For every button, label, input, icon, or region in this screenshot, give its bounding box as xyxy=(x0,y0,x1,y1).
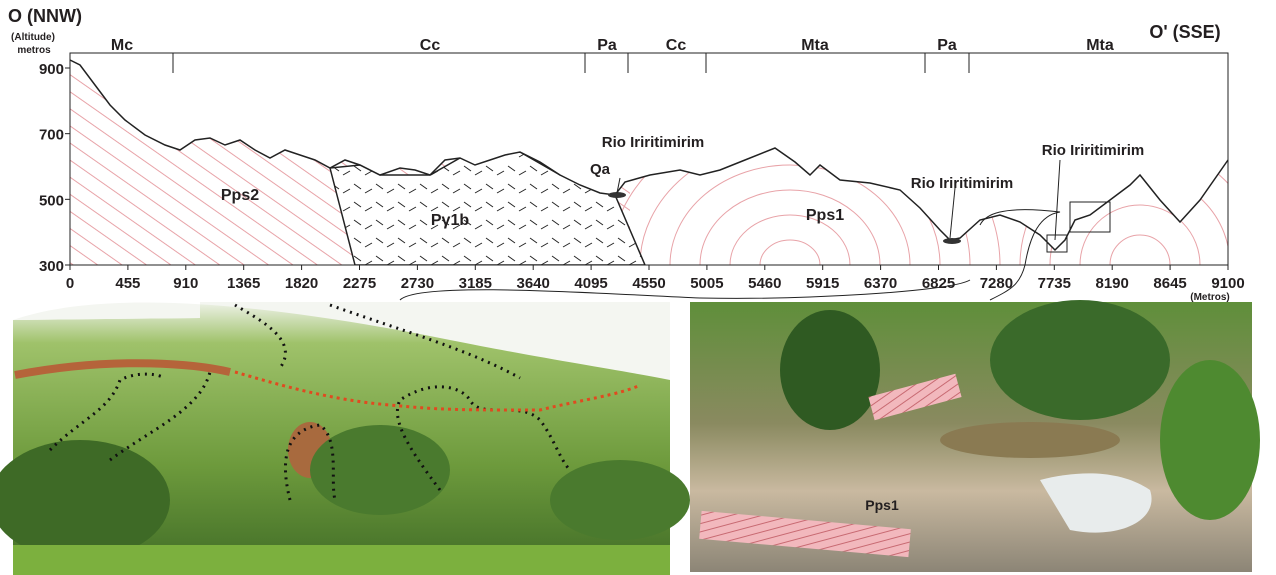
y-label: metros xyxy=(17,45,51,56)
x-tick-label: 0 xyxy=(66,275,74,292)
river-label: Rio Iriritimirim xyxy=(911,175,1014,192)
left-photo xyxy=(0,302,690,575)
river-fills xyxy=(608,192,961,244)
x-tick-label: 5915 xyxy=(806,275,839,292)
x-tick-label: 7280 xyxy=(980,275,1013,292)
river-label: Rio Iriritimirim xyxy=(1042,142,1145,159)
x-tick-label: 455 xyxy=(115,275,140,292)
y-tick-label: 700 xyxy=(39,127,64,144)
unit-label: Pa xyxy=(597,37,617,54)
x-tick-label: 3185 xyxy=(459,275,492,292)
x-tick-label: 5005 xyxy=(690,275,723,292)
x-tick-label: 4550 xyxy=(632,275,665,292)
x-tick-label: 2275 xyxy=(343,275,376,292)
unit-label: Pa xyxy=(937,37,957,54)
y-tick-label: 900 xyxy=(39,61,64,78)
x-tick-label: 6825 xyxy=(922,275,955,292)
formation-label: Pγ1b xyxy=(431,212,469,229)
deposit-label: Qa xyxy=(590,161,611,178)
unit-label: Mta xyxy=(801,37,829,54)
x-tick-label: 7735 xyxy=(1038,275,1071,292)
figure: 0 455 910 1365 1820 2275 2730 3185 3640 4095 4550 5… xyxy=(0,0,1276,575)
unit-ticks xyxy=(173,53,969,73)
formation-label: Pps2 xyxy=(221,187,259,204)
x-tick-label: 9100 xyxy=(1211,275,1244,292)
unit-label: Mc xyxy=(111,37,133,54)
y-tick-label: 500 xyxy=(39,192,64,209)
right-title: O' (SSE) xyxy=(1149,22,1220,42)
x-unit: (Metros) xyxy=(1190,292,1229,303)
x-tick-label: 3640 xyxy=(517,275,550,292)
unit-label: Cc xyxy=(420,37,441,54)
right-photo xyxy=(690,300,1260,572)
x-tick-label: 1365 xyxy=(227,275,260,292)
unit-label: Mta xyxy=(1086,37,1114,54)
x-tick-label: 910 xyxy=(173,275,198,292)
river-label: Rio Iriritimirim xyxy=(602,134,705,151)
left-title: O (NNW) xyxy=(8,6,82,26)
x-tick-label: 5460 xyxy=(748,275,781,292)
y-label: (Altitude) xyxy=(11,32,55,43)
x-tick-label: 2730 xyxy=(401,275,434,292)
unit-label: Cc xyxy=(666,37,687,54)
x-tick-label: 1820 xyxy=(285,275,318,292)
photo-label: Pps1 xyxy=(865,497,899,513)
x-tick-label: 6370 xyxy=(864,275,897,292)
x-tick-label: 8190 xyxy=(1096,275,1129,292)
y-tick-label: 300 xyxy=(39,258,64,275)
formation-label: Pps1 xyxy=(806,207,844,224)
x-tick-label: 8645 xyxy=(1153,275,1186,292)
x-tick-label: 4095 xyxy=(574,275,607,292)
